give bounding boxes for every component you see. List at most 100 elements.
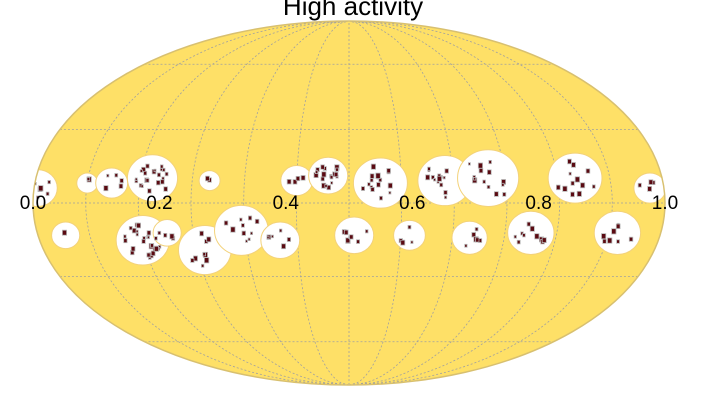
sunspot — [149, 243, 154, 248]
sunspot — [160, 179, 165, 185]
sunspot — [146, 252, 151, 258]
sunspot — [281, 243, 286, 250]
sunspot — [574, 176, 581, 183]
sunspot — [647, 186, 652, 192]
sunspot — [585, 168, 591, 174]
sunspot — [47, 180, 51, 185]
sunspot — [150, 250, 156, 257]
sunspot — [154, 236, 158, 241]
sunspot — [502, 192, 507, 197]
sunspot — [128, 225, 133, 231]
sunspot — [369, 177, 374, 183]
sunspot — [190, 258, 195, 263]
sunspot — [38, 185, 44, 192]
sunspot — [230, 226, 236, 233]
sunspot — [136, 222, 142, 229]
sunspot — [388, 191, 392, 195]
sunspot — [443, 190, 448, 195]
sunspot — [474, 227, 479, 232]
sunspot — [164, 171, 169, 177]
x-tick-label: 1.0 — [652, 193, 678, 214]
sunspot — [370, 186, 375, 192]
sunspot — [270, 234, 274, 239]
sunspot — [400, 239, 406, 246]
sunspot — [430, 175, 435, 180]
sunspot — [486, 184, 491, 189]
sunspot — [576, 190, 582, 197]
sunspot — [568, 171, 572, 176]
sunspot — [376, 182, 381, 188]
sunspot — [146, 230, 152, 236]
sunspot — [570, 180, 575, 186]
sunspot — [386, 168, 391, 174]
sunspot — [648, 179, 654, 185]
sunspot — [103, 185, 109, 192]
sunspot — [333, 171, 339, 178]
sunspot — [135, 232, 139, 237]
sunspot — [241, 230, 246, 236]
meridian-line — [243, 21, 350, 385]
sunspot — [199, 230, 204, 237]
sunspot — [616, 239, 620, 244]
active-region-halo — [507, 210, 555, 255]
sunspot — [580, 182, 586, 189]
sunspot — [114, 173, 119, 178]
sunspot — [292, 179, 298, 185]
meridian-line — [190, 21, 350, 385]
sunspot — [247, 215, 253, 221]
sunspot — [249, 231, 253, 235]
sunspot — [320, 164, 325, 170]
sunspot — [345, 237, 351, 244]
sunspot — [143, 170, 148, 176]
sunspot — [159, 164, 164, 169]
sunspot — [493, 191, 499, 197]
sunspot — [367, 182, 371, 187]
sunspot — [501, 182, 505, 187]
sunspot — [203, 257, 210, 264]
sunspot — [439, 182, 444, 188]
sunspot — [628, 236, 634, 242]
sunspot — [119, 178, 124, 184]
sunspot — [135, 229, 139, 234]
x-tick-label: 0.8 — [525, 193, 551, 214]
x-tick-label: 0.6 — [399, 193, 425, 214]
sunspot — [321, 171, 327, 178]
meridian-line — [348, 21, 508, 385]
x-tick-labels: 0.0 0.2 0.4 0.6 0.8 1.0 — [20, 193, 678, 214]
sunspot — [266, 235, 270, 240]
sunspot — [567, 158, 572, 165]
x-tick-label: 0.0 — [20, 193, 46, 214]
sunspot — [601, 233, 607, 240]
sunspot — [202, 252, 207, 257]
active-region-halo — [393, 219, 426, 251]
sunspot — [146, 235, 150, 240]
sunspot — [444, 168, 449, 174]
sunspot — [592, 184, 596, 189]
sunspot — [123, 234, 127, 239]
sunspot — [407, 224, 412, 230]
sunspot — [477, 162, 483, 169]
sunspot — [163, 232, 168, 238]
sunspot — [436, 175, 442, 182]
sunspot — [425, 174, 431, 181]
sunspot — [611, 228, 617, 235]
active-region-halo — [152, 219, 182, 247]
sunspot — [131, 227, 137, 234]
sunspot — [482, 179, 486, 184]
sunspot — [206, 236, 212, 243]
sunspot — [320, 176, 325, 182]
graticule — [33, 21, 665, 385]
sunspot — [562, 185, 568, 192]
sunspot — [473, 176, 477, 181]
sunspot — [410, 240, 414, 244]
sunspot — [134, 177, 138, 181]
sunspot — [286, 237, 291, 242]
sunspot — [443, 195, 448, 200]
sunspot — [123, 238, 128, 244]
sunspot — [602, 238, 607, 244]
sunspot — [240, 223, 245, 228]
sunspot — [118, 183, 124, 189]
sunspot — [286, 178, 292, 185]
meridian-line — [348, 21, 403, 385]
